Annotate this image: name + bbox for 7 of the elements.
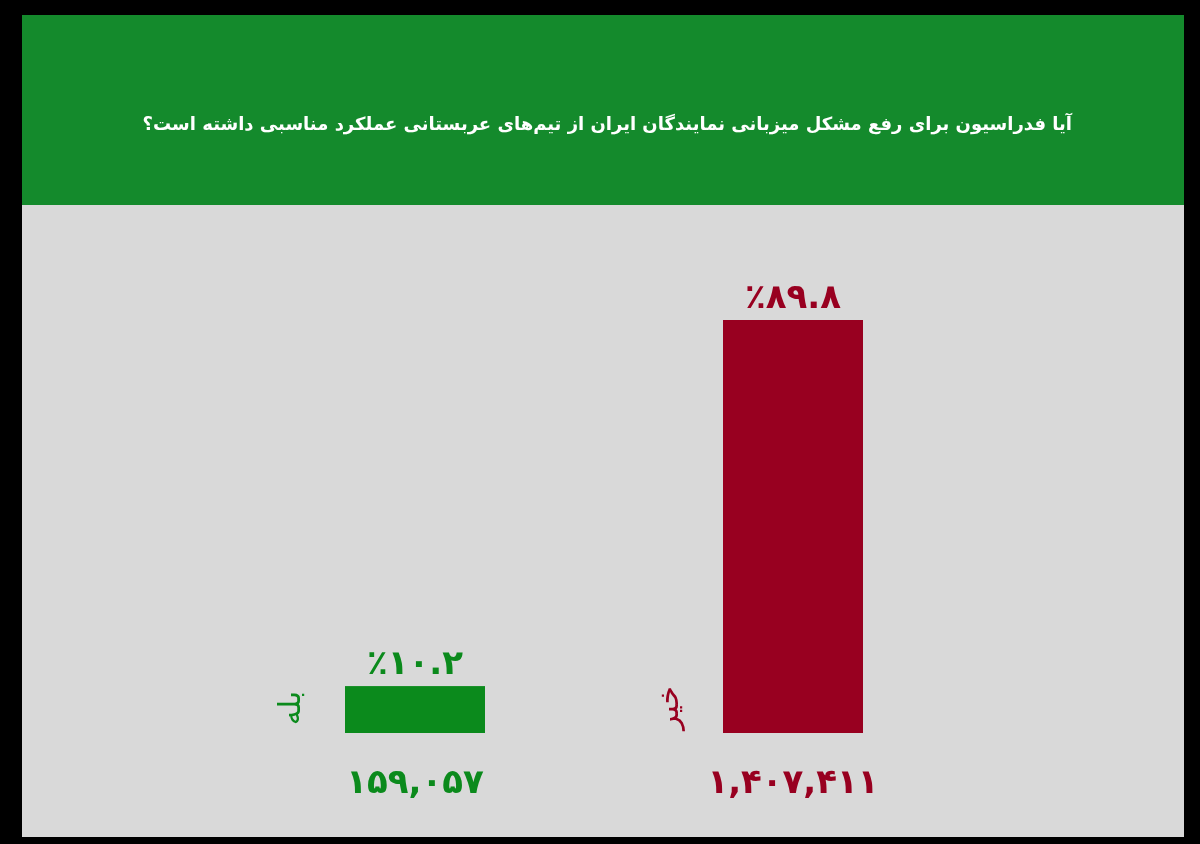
x-tick-label: خیر	[650, 685, 685, 733]
x-tick-label: بله	[272, 690, 307, 726]
text: ۱۵۹,۰۵۷	[346, 761, 484, 801]
chart-title: آیا فدراسیون برای رفع مشکل میزبانی نمایندگان ایران از تیم‌های عربستانی عملکرد مناسبی داشته است؟	[142, 112, 1073, 135]
data-label: ٪۸۹.۸	[745, 276, 842, 316]
text: ۱,۴۰۷,۴۱۱	[707, 761, 879, 801]
data-label: ٪۱۰.۲	[367, 642, 464, 683]
